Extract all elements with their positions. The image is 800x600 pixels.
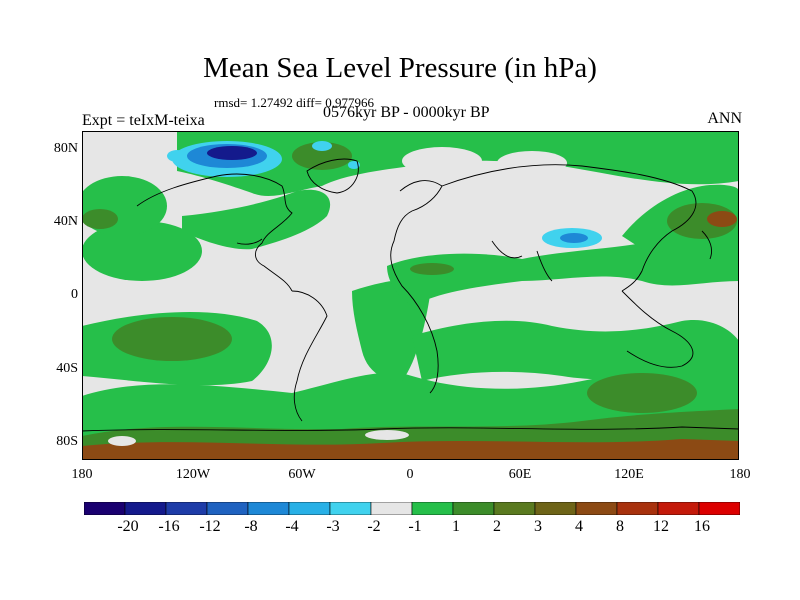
stats-line: rmsd= 1.27492 diff= 0.977966 <box>214 95 374 110</box>
lon-tick-0: 0 <box>406 467 414 482</box>
coastlines <box>82 158 739 432</box>
lon-tick-180e: 180 <box>729 467 751 482</box>
colorbar-swatch <box>534 502 577 515</box>
arctic-low-core <box>207 146 257 160</box>
colorbar-label: -1 <box>408 518 422 535</box>
colorbar-swatch <box>452 502 495 515</box>
colorbar-label: -16 <box>158 518 180 535</box>
arctic-mid <box>292 142 352 170</box>
colorbar-swatch <box>411 502 454 515</box>
colorbar-swatch <box>493 502 536 515</box>
colorbar-label: -8 <box>244 518 258 535</box>
colorbar-swatch <box>329 502 372 515</box>
arctic-low-small <box>312 141 332 151</box>
arctic-white <box>402 147 482 175</box>
colorbar-swatch <box>165 502 208 515</box>
colorbar-label: -2 <box>367 518 381 535</box>
pressure-anomaly-map <box>82 131 739 460</box>
south-pacific-high <box>112 317 232 361</box>
colorbar-label: -4 <box>285 518 299 535</box>
colorbar-label: 16 <box>694 518 710 535</box>
colorbar-swatch <box>288 502 331 515</box>
colorbar-label: 1 <box>452 518 460 535</box>
arabia-mid <box>410 263 454 275</box>
season-label: ANN <box>707 110 742 127</box>
antarctic-white-patch <box>365 430 409 440</box>
colorbar-swatch <box>616 502 659 515</box>
lat-tick-80s: 80S <box>56 434 78 449</box>
colorbar-label: 8 <box>616 518 624 535</box>
colorbar-label: 2 <box>493 518 501 535</box>
north-pacific-mid <box>82 209 118 229</box>
lon-tick-60w: 60W <box>288 467 316 482</box>
tibet-low-inner <box>560 233 588 243</box>
colorbar-swatch <box>84 502 126 515</box>
colorbar-swatch <box>370 502 413 515</box>
antarctic-white-patch <box>108 436 136 446</box>
lon-tick-120e: 120E <box>614 467 644 482</box>
lat-tick-40n: 40N <box>53 214 78 229</box>
colorbar-swatch <box>575 502 618 515</box>
period-label: 0576kyr BP - 0000kyr BP <box>323 104 490 121</box>
north-atlantic-green <box>182 189 331 250</box>
lat-tick-0: 0 <box>71 287 78 302</box>
lat-tick-40s: 40S <box>56 361 78 376</box>
lon-tick-120w: 120W <box>175 467 211 482</box>
south-indian-high <box>587 373 697 413</box>
nw-pacific-high <box>707 211 737 227</box>
colorbar-swatch <box>206 502 249 515</box>
colorbar-swatch <box>124 502 167 515</box>
map-title: Mean Sea Level Pressure (in hPa) <box>203 52 597 84</box>
colorbar-label: 12 <box>653 518 669 535</box>
arctic-low-small <box>348 161 360 169</box>
colorbar-swatch <box>698 502 740 515</box>
colorbar-swatch <box>247 502 290 515</box>
colorbar-label: 4 <box>575 518 583 535</box>
arctic-white <box>497 151 567 175</box>
colorbar-label: 3 <box>534 518 542 535</box>
experiment-label: Expt = teIxM-teixa <box>82 112 205 129</box>
colorbar-swatch <box>657 502 700 515</box>
colorbar-label: -12 <box>199 518 221 535</box>
colorbar-label: -20 <box>117 518 139 535</box>
colorbar <box>84 502 740 515</box>
colorbar-label: -3 <box>326 518 340 535</box>
lat-tick-80n: 80N <box>53 141 78 156</box>
arctic-low-small <box>167 150 187 162</box>
tropical-pacific-green <box>82 221 202 281</box>
antarctic-brown <box>82 439 739 460</box>
lon-tick-180w: 180 <box>71 467 93 482</box>
lon-tick-60e: 60E <box>508 467 532 482</box>
